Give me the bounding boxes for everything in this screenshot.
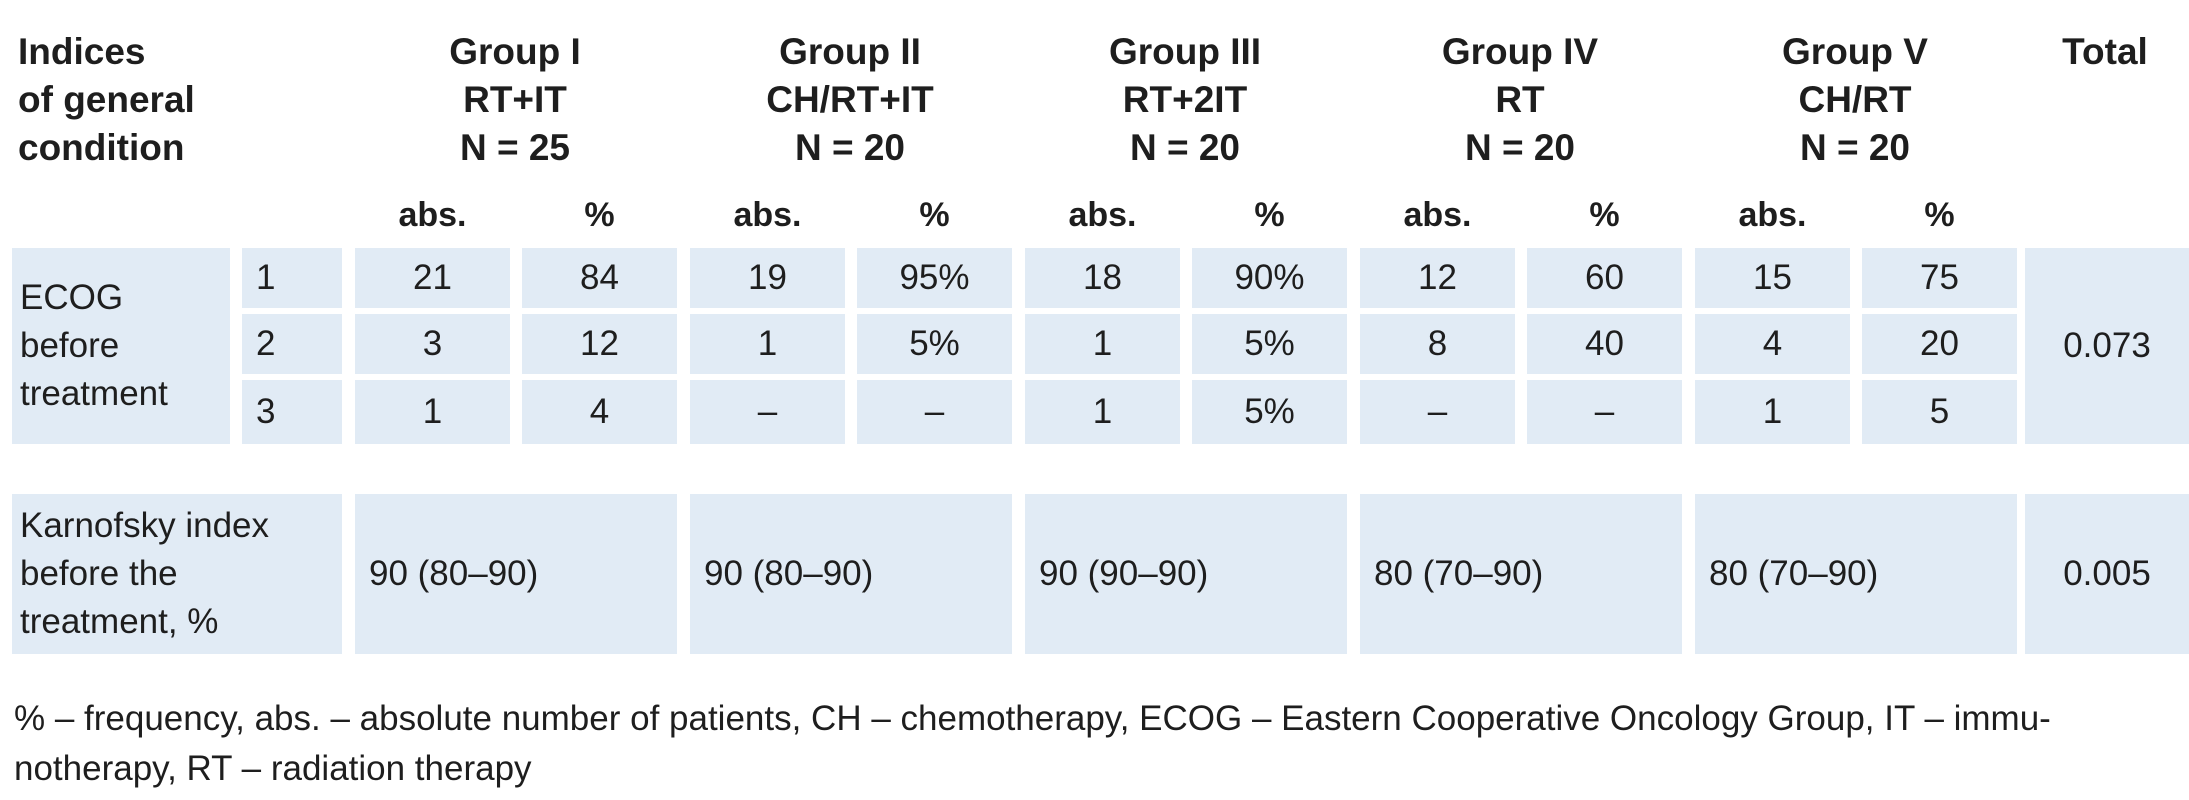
table-cell: 1 <box>1695 380 1850 444</box>
total-header: Total <box>2025 28 2185 76</box>
karnofsky-label-line: Karnofsky index <box>20 506 270 545</box>
indices-header-line: condition <box>18 127 185 168</box>
ecog-label-line: treatment <box>20 374 168 413</box>
table-cell: 75 <box>1862 248 2017 308</box>
table-cell: 5 <box>1862 380 2017 444</box>
group-n: N = 20 <box>1799 127 1911 168</box>
group-name: Group II <box>779 31 921 72</box>
pct-header: % <box>1254 196 1285 234</box>
table-cell: 95% <box>857 248 1012 308</box>
group-header-5: Group V CH/RT N = 20 <box>1695 28 2015 172</box>
total-header-label: Total <box>2062 31 2148 72</box>
karnofsky-value: 80 (70–90) <box>1360 494 1682 654</box>
karnofsky-value: 90 (80–90) <box>690 494 1012 654</box>
pct-header: % <box>919 196 950 234</box>
ecog-total: 0.073 <box>2025 248 2189 444</box>
table-cell: 5% <box>857 314 1012 374</box>
group-therapy: CH/RT <box>1798 79 1912 120</box>
table-cell: – <box>690 380 845 444</box>
indices-header: Indices of general condition <box>18 28 195 172</box>
table-cell: – <box>1360 380 1515 444</box>
pct-header: % <box>1924 196 1955 234</box>
karnofsky-value: 90 (80–90) <box>355 494 677 654</box>
pct-header: % <box>584 196 615 234</box>
table-cell: 5% <box>1192 380 1347 444</box>
abs-header: abs. <box>733 196 802 234</box>
group-n: N = 20 <box>1129 127 1241 168</box>
table-cell: 8 <box>1360 314 1515 374</box>
ecog-grade: 3 <box>242 380 342 444</box>
abs-header: abs. <box>1738 196 1807 234</box>
group-n: N = 20 <box>1464 127 1576 168</box>
group-header-1: Group I RT+IT N = 25 <box>355 28 675 172</box>
table-cell: 12 <box>1360 248 1515 308</box>
karnofsky-label-line: before the <box>20 554 178 593</box>
table-cell: 15 <box>1695 248 1850 308</box>
group-header-4: Group IV RT N = 20 <box>1360 28 1680 172</box>
group-therapy: CH/RT+IT <box>766 79 934 120</box>
abs-header: abs. <box>1068 196 1137 234</box>
table-cell: 3 <box>355 314 510 374</box>
group-name: Group I <box>449 31 581 72</box>
karnofsky-total: 0.005 <box>2025 494 2189 654</box>
table-cell: 5% <box>1192 314 1347 374</box>
table-cell: 19 <box>690 248 845 308</box>
table-cell: 1 <box>1025 314 1180 374</box>
table-cell: 4 <box>522 380 677 444</box>
table-cell: – <box>857 380 1012 444</box>
table-cell: 4 <box>1695 314 1850 374</box>
abs-header: abs. <box>1403 196 1472 234</box>
group-name: Group III <box>1108 31 1262 72</box>
group-header-2: Group II CH/RT+IT N = 20 <box>690 28 1010 172</box>
ecog-label: ECOG before treatment <box>12 248 230 444</box>
karnofsky-label: Karnofsky index before the treatment, % <box>12 494 342 654</box>
table-cell: 84 <box>522 248 677 308</box>
group-name: Group IV <box>1441 31 1599 72</box>
table-cell: 18 <box>1025 248 1180 308</box>
footnote-line: notherapy, RT – radiation therapy <box>14 749 532 788</box>
ecog-grade: 1 <box>242 248 342 308</box>
table-cell: 1 <box>1025 380 1180 444</box>
table-cell: 1 <box>355 380 510 444</box>
group-therapy: RT+2IT <box>1122 79 1248 120</box>
table-cell: 60 <box>1527 248 1682 308</box>
abs-header: abs. <box>398 196 467 234</box>
ecog-label-line: ECOG <box>20 278 124 317</box>
table-cell: 12 <box>522 314 677 374</box>
pct-header: % <box>1589 196 1620 234</box>
group-n: N = 25 <box>459 127 571 168</box>
group-n: N = 20 <box>794 127 906 168</box>
table-cell: 90% <box>1192 248 1347 308</box>
karnofsky-value: 90 (90–90) <box>1025 494 1347 654</box>
group-therapy: RT <box>1495 79 1545 120</box>
table-cell: 21 <box>355 248 510 308</box>
table-cell: 1 <box>690 314 845 374</box>
indices-header-line: of general <box>18 79 195 120</box>
karnofsky-value: 80 (70–90) <box>1695 494 2017 654</box>
ecog-label-line: before <box>20 326 120 365</box>
ecog-grade: 2 <box>242 314 342 374</box>
indices-header-line: Indices <box>18 31 146 72</box>
table-cell: 40 <box>1527 314 1682 374</box>
group-name: Group V <box>1782 31 1928 72</box>
karnofsky-label-line: treatment, % <box>20 602 219 641</box>
group-therapy: RT+IT <box>463 79 567 120</box>
table-cell: 20 <box>1862 314 2017 374</box>
footnote-line: % – frequency, abs. – absolute number of… <box>14 699 2051 738</box>
group-header-3: Group III RT+2IT N = 20 <box>1025 28 1345 172</box>
footnote: % – frequency, abs. – absolute number of… <box>14 694 2174 794</box>
table-cell: – <box>1527 380 1682 444</box>
